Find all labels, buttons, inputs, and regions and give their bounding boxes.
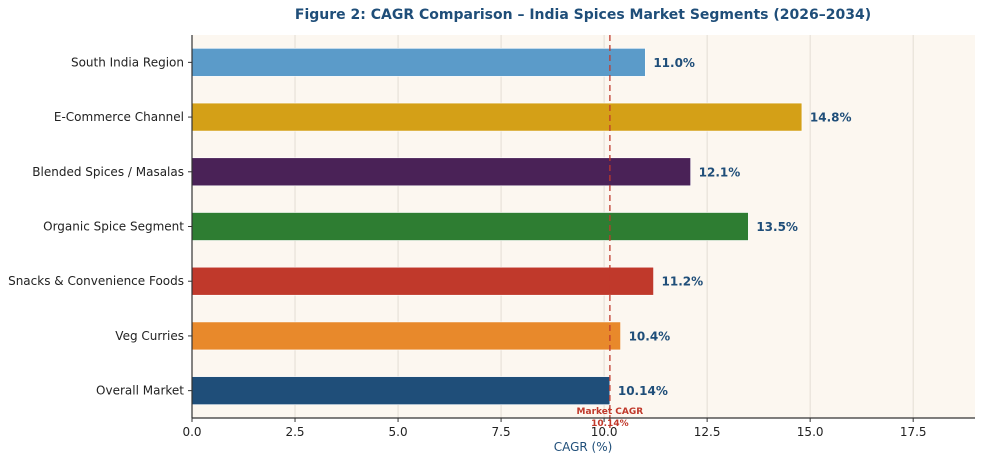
data-label: 12.1% xyxy=(699,165,741,179)
reference-value-label: 10.14% xyxy=(591,419,629,429)
y-tick-label: Veg Curries xyxy=(115,329,184,343)
x-tick-label: 15.0 xyxy=(797,425,824,439)
chart-title: Figure 2: CAGR Comparison – India Spices… xyxy=(295,7,871,23)
data-label: 13.5% xyxy=(756,220,798,234)
x-axis-label: CAGR (%) xyxy=(554,440,613,454)
data-label: 14.8% xyxy=(810,111,852,125)
data-label: 11.2% xyxy=(662,275,704,289)
bar xyxy=(191,48,646,77)
bar xyxy=(191,157,691,187)
bar xyxy=(191,212,749,241)
data-label: 10.14% xyxy=(618,384,668,398)
y-tick-labels: South India Region E-Commerce Channel Blen… xyxy=(8,55,192,398)
y-tick-label: E-Commerce Channel xyxy=(54,110,184,124)
bar xyxy=(191,102,803,132)
data-labels: 11.0% 14.8% 12.1% 13.5% 11.2% 10.4% 10.14% xyxy=(618,56,852,398)
y-tick-label: Overall Market xyxy=(96,384,184,398)
x-tick-label: 2.5 xyxy=(285,425,304,439)
x-tick-labels: 0.0 2.5 5.0 7.5 10.0 12.5 15.0 17.5 xyxy=(182,418,927,439)
x-tick-label: 17.5 xyxy=(900,425,927,439)
y-tick-label: Snacks & Convenience Foods xyxy=(8,274,184,288)
data-label: 10.4% xyxy=(629,329,671,343)
bar xyxy=(191,266,654,296)
x-tick-label: 5.0 xyxy=(389,425,408,439)
x-tick-label: 7.5 xyxy=(492,425,511,439)
bar xyxy=(191,321,621,351)
reference-line-group: Market CAGR 10.14% xyxy=(577,35,644,429)
bars xyxy=(191,48,803,405)
data-label: 11.0% xyxy=(653,56,695,70)
bar xyxy=(191,376,611,405)
y-tick-label: Blended Spices / Masalas xyxy=(32,165,184,179)
reference-label: Market CAGR xyxy=(577,407,644,417)
y-tick-label: Organic Spice Segment xyxy=(43,220,184,234)
x-tick-label: 10.0 xyxy=(591,425,618,439)
x-tick-label: 0.0 xyxy=(182,425,201,439)
x-tick-label: 12.5 xyxy=(694,425,721,439)
y-tick-label: South India Region xyxy=(71,55,184,69)
